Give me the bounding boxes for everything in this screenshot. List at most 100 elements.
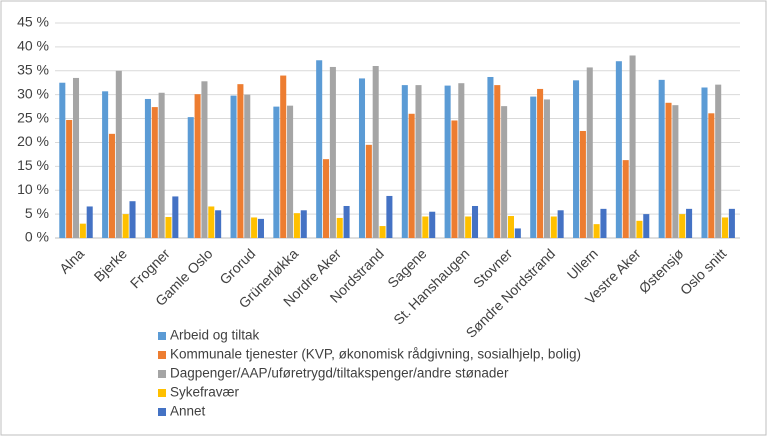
bar [102,91,109,238]
bar [72,77,80,238]
bar [708,113,715,238]
y-tick-label: 15 % [17,157,49,173]
legend-label: Kommunale tjenester (KVP, økonomisk rådg… [170,347,581,362]
bar [323,159,330,238]
bar [66,119,73,238]
bar [458,83,465,238]
bar [257,218,264,238]
bar [129,201,136,238]
bar [329,66,336,238]
legend: Arbeid og tiltak Kommunale tjenester (KVP… [158,328,581,419]
bar [701,87,708,238]
bar [422,216,429,238]
bar [629,55,636,238]
legend-swatch [158,351,166,359]
legend-swatch [158,389,166,397]
bar [230,95,237,238]
bar [115,70,122,239]
bar [336,217,343,238]
bar [530,96,537,238]
y-tick-label: 20 % [17,133,49,149]
bar [665,102,672,239]
bar [79,223,86,238]
legend-swatch [158,370,166,378]
bar [372,66,379,238]
bar [273,106,280,238]
bar [158,92,165,238]
bar [615,61,622,238]
bar [215,210,222,238]
y-tick-label: 45 % [17,14,49,30]
bar [537,88,544,238]
legend-label: Sykefravær [170,385,240,400]
bar [636,220,643,238]
y-tick-label: 35 % [17,61,49,77]
bar [415,85,422,238]
bar [550,216,557,238]
bar [365,144,372,238]
bar [543,99,550,238]
legend-swatch [158,408,166,416]
bar [686,208,693,238]
bar [122,214,129,238]
legend-label: Arbeid og tiltak [170,328,260,343]
bar [722,217,729,238]
bar [643,214,650,238]
bar [573,80,580,238]
bar [408,113,415,238]
y-tick-label: 25 % [17,109,49,125]
y-tick-label: 40 % [17,38,49,54]
bar [172,196,179,238]
bar [358,78,366,238]
bar [429,211,436,238]
bar [507,216,515,238]
bar [494,85,501,238]
legend-swatch [158,332,166,340]
bar [343,205,350,238]
bar [151,107,158,238]
legend-label: Annet [170,404,206,419]
bar [514,228,521,238]
bar [287,105,294,239]
bar [465,216,472,238]
bar [715,84,722,238]
bar [208,206,215,238]
bar [728,208,735,238]
bar [300,210,307,238]
bar [672,105,679,238]
legend-label: Dagpenger/AAP/uføretrygd/tiltakspenger/a… [170,366,509,381]
bar [108,133,115,238]
bar [144,98,151,238]
bar [471,205,479,238]
y-tick-label: 5 % [25,205,49,221]
bar [679,214,686,238]
bar [293,213,300,238]
bar [593,224,600,238]
bar [579,130,586,238]
bar [244,94,251,239]
y-tick-label: 10 % [17,181,49,197]
bar [501,106,508,238]
bar [86,206,93,238]
y-tick-label: 0 % [25,229,49,245]
bar [187,117,194,238]
bar [622,160,629,238]
bar [59,82,66,238]
bar [487,76,494,238]
bar [401,85,408,238]
bar [379,226,386,238]
bar [386,195,393,238]
bar [586,67,593,238]
bar [237,84,244,239]
bar [316,60,323,239]
bar [280,75,287,238]
bar [201,81,208,239]
bar [451,120,458,238]
bar [557,210,564,238]
bar [194,94,201,238]
bar [165,216,172,238]
bar [600,208,607,238]
bar [251,217,258,238]
bar [444,85,451,238]
